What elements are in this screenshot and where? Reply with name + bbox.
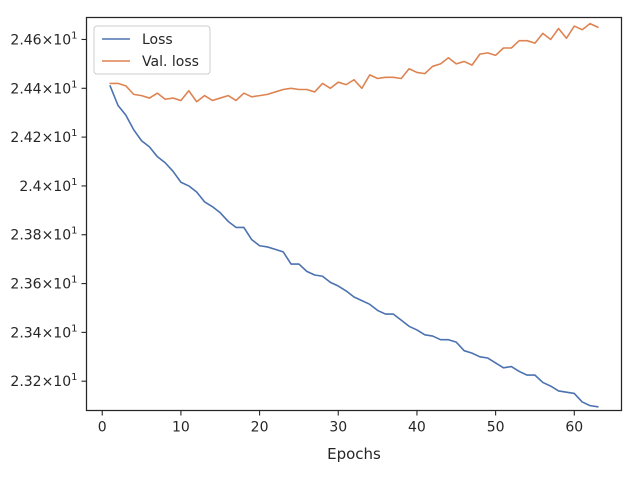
y-tick-label: 2.34×101 — [10, 323, 77, 341]
x-tick-label: 10 — [172, 420, 190, 436]
x-tick-label: 50 — [487, 420, 505, 436]
y-tick-label: 2.36×101 — [10, 275, 77, 293]
plot-frame — [85, 16, 623, 412]
legend: Loss Val. loss — [93, 25, 211, 75]
legend-box — [93, 25, 211, 75]
y-tick-label: 2.4×101 — [19, 177, 77, 195]
legend-label-val-loss: Val. loss — [142, 54, 199, 70]
x-axis-title: Epochs — [327, 445, 381, 463]
x-tick-label: 60 — [565, 420, 583, 436]
x-tick-label: 20 — [251, 420, 269, 436]
series-line-val-loss — [109, 22, 599, 103]
y-tick-label: 2.32×101 — [10, 372, 77, 390]
legend-label-loss: Loss — [142, 32, 173, 48]
axis-ticks: 0 10 20 30 40 50 60 2.32×101 2.34×101 2.36×101 2.3… — [10, 30, 583, 435]
y-tick-label: 2.44×101 — [10, 79, 77, 97]
y-tick-label: 2.46×101 — [10, 30, 77, 48]
series-lines — [109, 22, 599, 408]
x-tick-label: 40 — [408, 420, 426, 436]
series-line-loss — [109, 85, 599, 408]
y-tick-label: 2.38×101 — [10, 226, 77, 244]
x-tick-label: 0 — [98, 420, 107, 436]
y-tick-label: 2.42×101 — [10, 128, 77, 146]
x-tick-label: 30 — [329, 420, 347, 436]
